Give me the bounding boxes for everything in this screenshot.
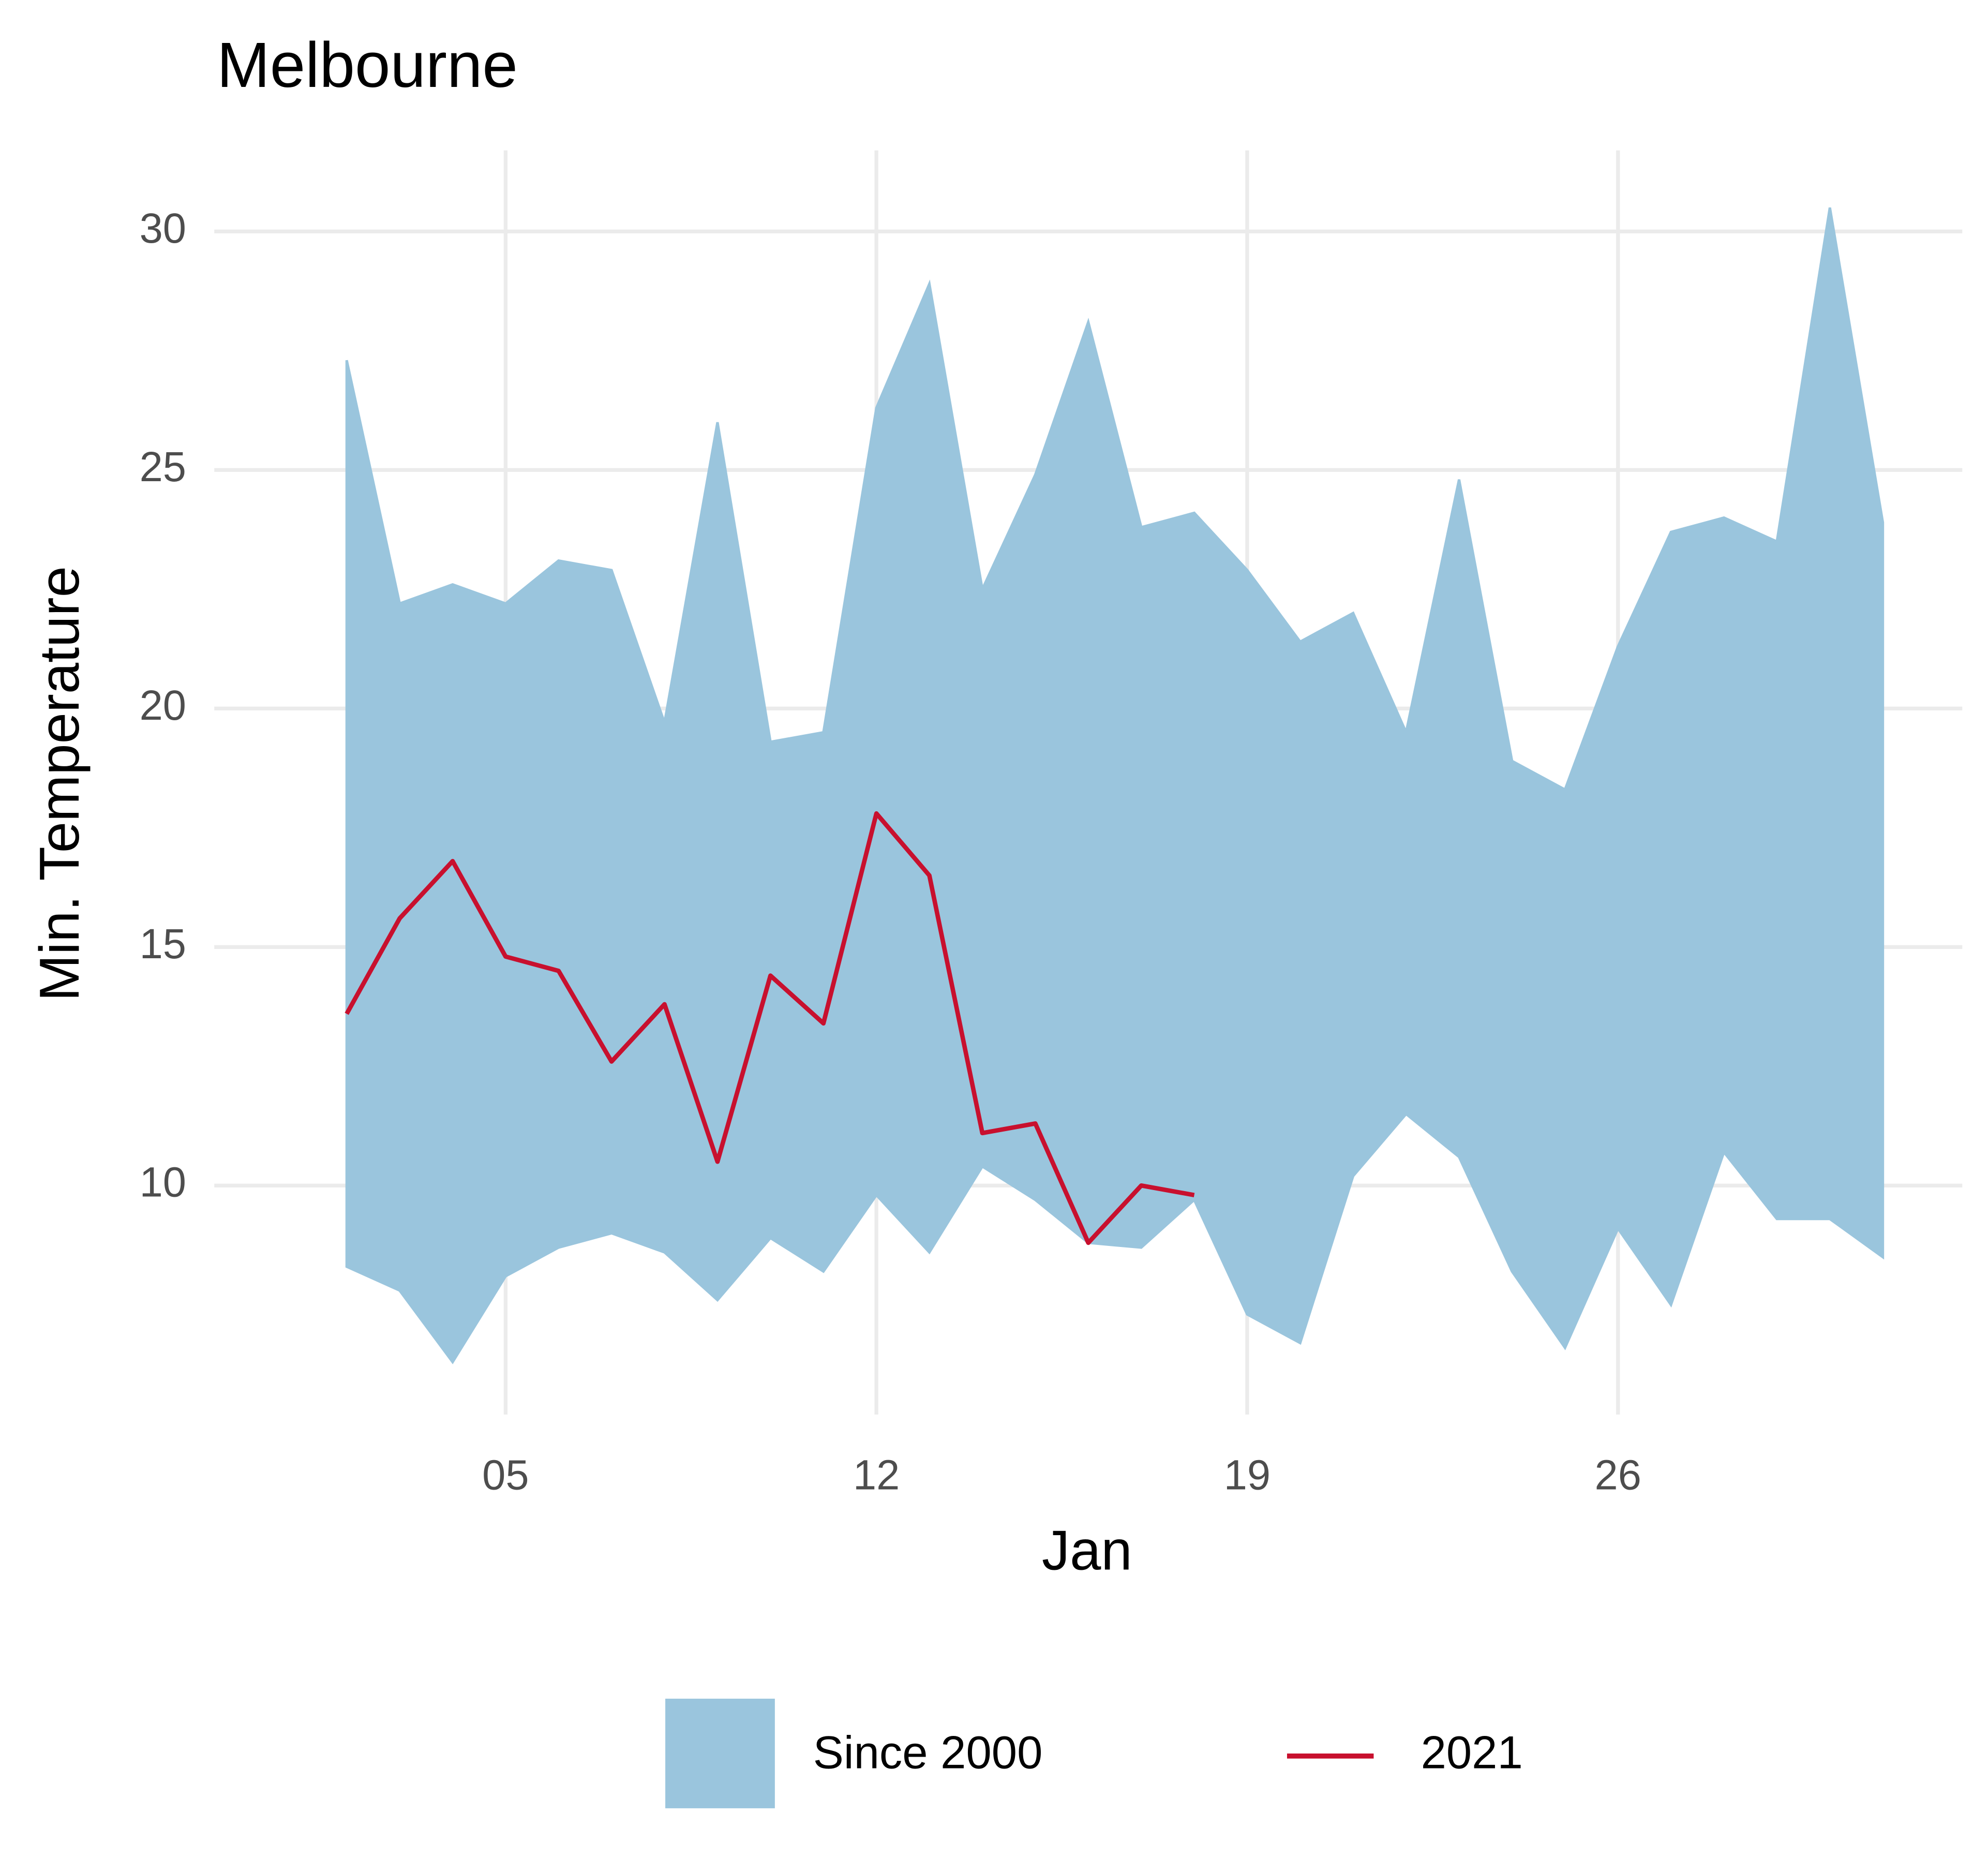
x-axis-title: Jan	[1042, 1519, 1132, 1581]
y-tick-label: 10	[140, 1159, 186, 1206]
x-tick-label: 12	[853, 1451, 900, 1498]
x-tick-label: 19	[1224, 1451, 1270, 1498]
ribbon	[345, 207, 1885, 1364]
chart-title: Melbourne	[217, 30, 518, 101]
legend-label: 2021	[1421, 1727, 1523, 1778]
plot-marks	[345, 207, 1885, 1364]
x-tick-label: 26	[1595, 1451, 1641, 1498]
x-tick-label: 05	[482, 1451, 529, 1498]
y-tick-label: 15	[140, 920, 186, 968]
legend: Since 2000 2021	[665, 1699, 1523, 1808]
legend-key	[665, 1699, 775, 1808]
y-tick-label: 20	[140, 682, 186, 729]
y-tick-label: 30	[140, 205, 186, 252]
y-axis-title: Min. Temperature	[28, 566, 91, 1001]
y-tick-label: 25	[140, 443, 186, 491]
line	[345, 811, 1195, 1245]
legend-label: Since 2000	[813, 1727, 1043, 1778]
